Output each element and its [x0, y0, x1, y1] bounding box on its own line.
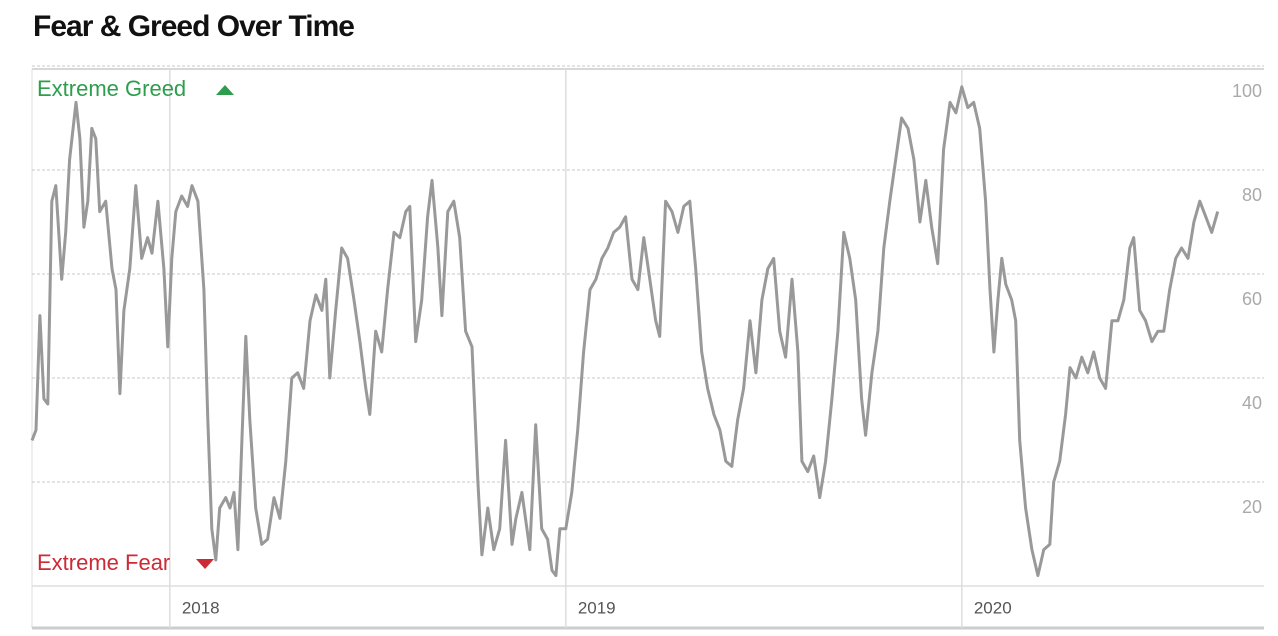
extreme-greed-label: Extreme Greed [37, 76, 186, 101]
plot [30, 85, 1220, 578]
x-tick-label: 2019 [578, 598, 616, 617]
y-tick-label: 80 [1242, 185, 1262, 205]
grid [32, 65, 1264, 628]
down-arrow [196, 559, 214, 569]
chart-title: Fear & Greed Over Time [33, 10, 354, 43]
extreme-fear-label: Extreme Fear [37, 550, 170, 575]
fear-greed-line [30, 85, 1220, 578]
y-tick-label: 20 [1242, 497, 1262, 517]
x-tick-label: 2020 [974, 598, 1012, 617]
y-tick-label: 100 [1232, 81, 1262, 101]
up-arrow [216, 85, 234, 95]
y-tick-label: 40 [1242, 393, 1262, 413]
y-tick-label: 60 [1242, 289, 1262, 309]
x-tick-label: 2018 [182, 598, 220, 617]
